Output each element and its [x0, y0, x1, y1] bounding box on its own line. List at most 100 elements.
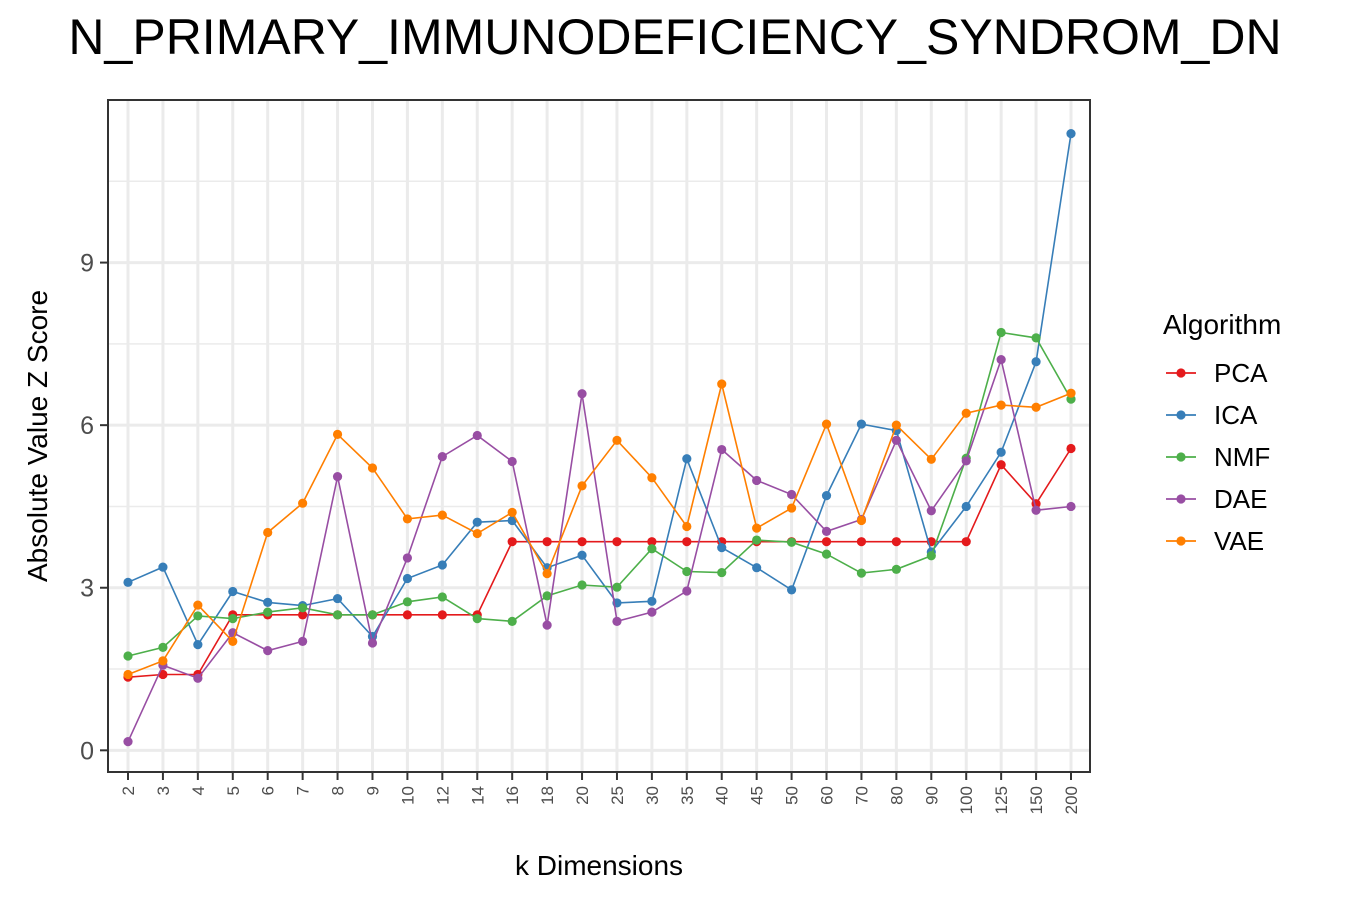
x-tick-label: 16 — [503, 786, 522, 805]
x-tick-label: 60 — [818, 786, 837, 805]
data-point-dae — [367, 638, 378, 648]
data-point-ica — [1031, 357, 1041, 367]
data-point-nmf — [786, 537, 797, 547]
grid-lines — [108, 100, 1090, 772]
data-point-ica — [786, 585, 797, 595]
data-point-nmf — [891, 564, 901, 574]
y-tick-label: 3 — [80, 575, 94, 603]
x-tick-label: 45 — [748, 786, 767, 805]
data-point-ica — [577, 550, 587, 560]
data-point-dae — [193, 673, 203, 683]
data-point-ica — [752, 563, 762, 573]
legend: Algorithm PCA ICA NMF DAE VAE — [1163, 309, 1281, 556]
data-point-nmf — [507, 616, 517, 626]
y-axis: 0 3 6 9 — [80, 250, 108, 765]
y-axis-title: Absolute Value Z Score — [22, 290, 53, 582]
series-line-dae — [127, 356, 1072, 743]
data-point-ica — [961, 501, 971, 512]
data-point-vae — [367, 463, 378, 473]
data-point-vae — [717, 379, 727, 389]
data-point-vae — [542, 569, 552, 579]
x-tick-label: 2 — [119, 786, 138, 795]
legend-key-point — [1176, 368, 1186, 378]
data-point-pca — [821, 537, 832, 547]
data-point-dae — [1066, 501, 1076, 512]
x-tick-label: 90 — [922, 786, 941, 805]
data-point-ica — [228, 586, 238, 597]
x-tick-label: 14 — [468, 786, 487, 805]
series-dae — [123, 354, 1076, 747]
y-tick-label: 0 — [80, 737, 94, 765]
data-point-ica — [507, 515, 517, 526]
data-point-vae — [1066, 388, 1076, 398]
data-point-pca — [542, 537, 552, 547]
data-point-ica — [123, 577, 133, 587]
data-point-pca — [996, 460, 1006, 470]
data-point-ica — [332, 593, 343, 604]
data-point-pca — [158, 669, 168, 680]
series-vae — [123, 379, 1076, 680]
data-point-vae — [926, 454, 936, 464]
x-tick-label: 150 — [1027, 786, 1046, 814]
data-point-vae — [856, 515, 867, 526]
series-nmf — [123, 327, 1076, 661]
legend-label-vae: VAE — [1214, 526, 1264, 556]
data-point-nmf — [332, 610, 343, 620]
data-point-dae — [996, 354, 1006, 365]
data-point-nmf — [682, 566, 692, 577]
data-point-dae — [961, 456, 971, 466]
data-point-pca — [298, 610, 308, 620]
x-tick-label: 70 — [852, 786, 871, 805]
x-tick-label: 100 — [957, 786, 976, 814]
x-tick-label: 3 — [154, 786, 173, 795]
y-tick-label: 9 — [80, 250, 94, 278]
data-point-nmf — [647, 544, 657, 554]
data-point-nmf — [158, 642, 168, 652]
legend-key-point — [1176, 494, 1186, 504]
data-point-vae — [961, 408, 971, 418]
data-point-ica — [402, 573, 413, 584]
series-line-ica — [127, 133, 1072, 647]
x-tick-label: 30 — [643, 786, 662, 805]
data-point-dae — [612, 616, 622, 626]
x-tick-label: 40 — [713, 786, 732, 805]
data-point-dae — [752, 475, 762, 486]
data-point-pca — [647, 537, 657, 547]
data-point-dae — [1031, 505, 1041, 515]
data-point-pca — [437, 610, 447, 620]
data-point-nmf — [821, 549, 832, 559]
x-tick-label: 200 — [1062, 786, 1081, 814]
data-point-vae — [472, 528, 482, 539]
data-point-dae — [542, 620, 552, 630]
x-tick-label: 5 — [224, 786, 243, 795]
data-point-dae — [682, 586, 692, 596]
data-point-pca — [402, 610, 413, 620]
data-point-vae — [507, 507, 517, 518]
data-point-nmf — [752, 535, 762, 545]
data-point-nmf — [1031, 333, 1041, 343]
legend-key-point — [1176, 410, 1186, 420]
data-point-ica — [821, 491, 832, 501]
data-point-vae — [752, 523, 762, 533]
data-point-pca — [682, 537, 692, 547]
series-layer — [123, 129, 1076, 747]
x-axis-title: k Dimensions — [515, 850, 683, 881]
data-point-vae — [298, 498, 308, 508]
data-point-pca — [856, 537, 867, 547]
data-point-ica — [437, 560, 447, 570]
data-point-vae — [193, 600, 203, 610]
legend-label-dae: DAE — [1214, 484, 1267, 514]
data-point-dae — [332, 472, 343, 482]
x-tick-label: 18 — [538, 786, 557, 805]
data-point-nmf — [263, 607, 273, 617]
x-tick-label: 9 — [363, 786, 382, 795]
data-point-vae — [821, 419, 832, 429]
data-point-vae — [682, 521, 692, 532]
data-point-dae — [402, 553, 413, 563]
series-line-pca — [127, 448, 1072, 678]
series-ica — [123, 129, 1076, 650]
data-point-ica — [472, 517, 482, 527]
data-point-vae — [647, 473, 657, 483]
data-point-ica — [158, 562, 168, 572]
x-tick-label: 7 — [294, 786, 313, 795]
